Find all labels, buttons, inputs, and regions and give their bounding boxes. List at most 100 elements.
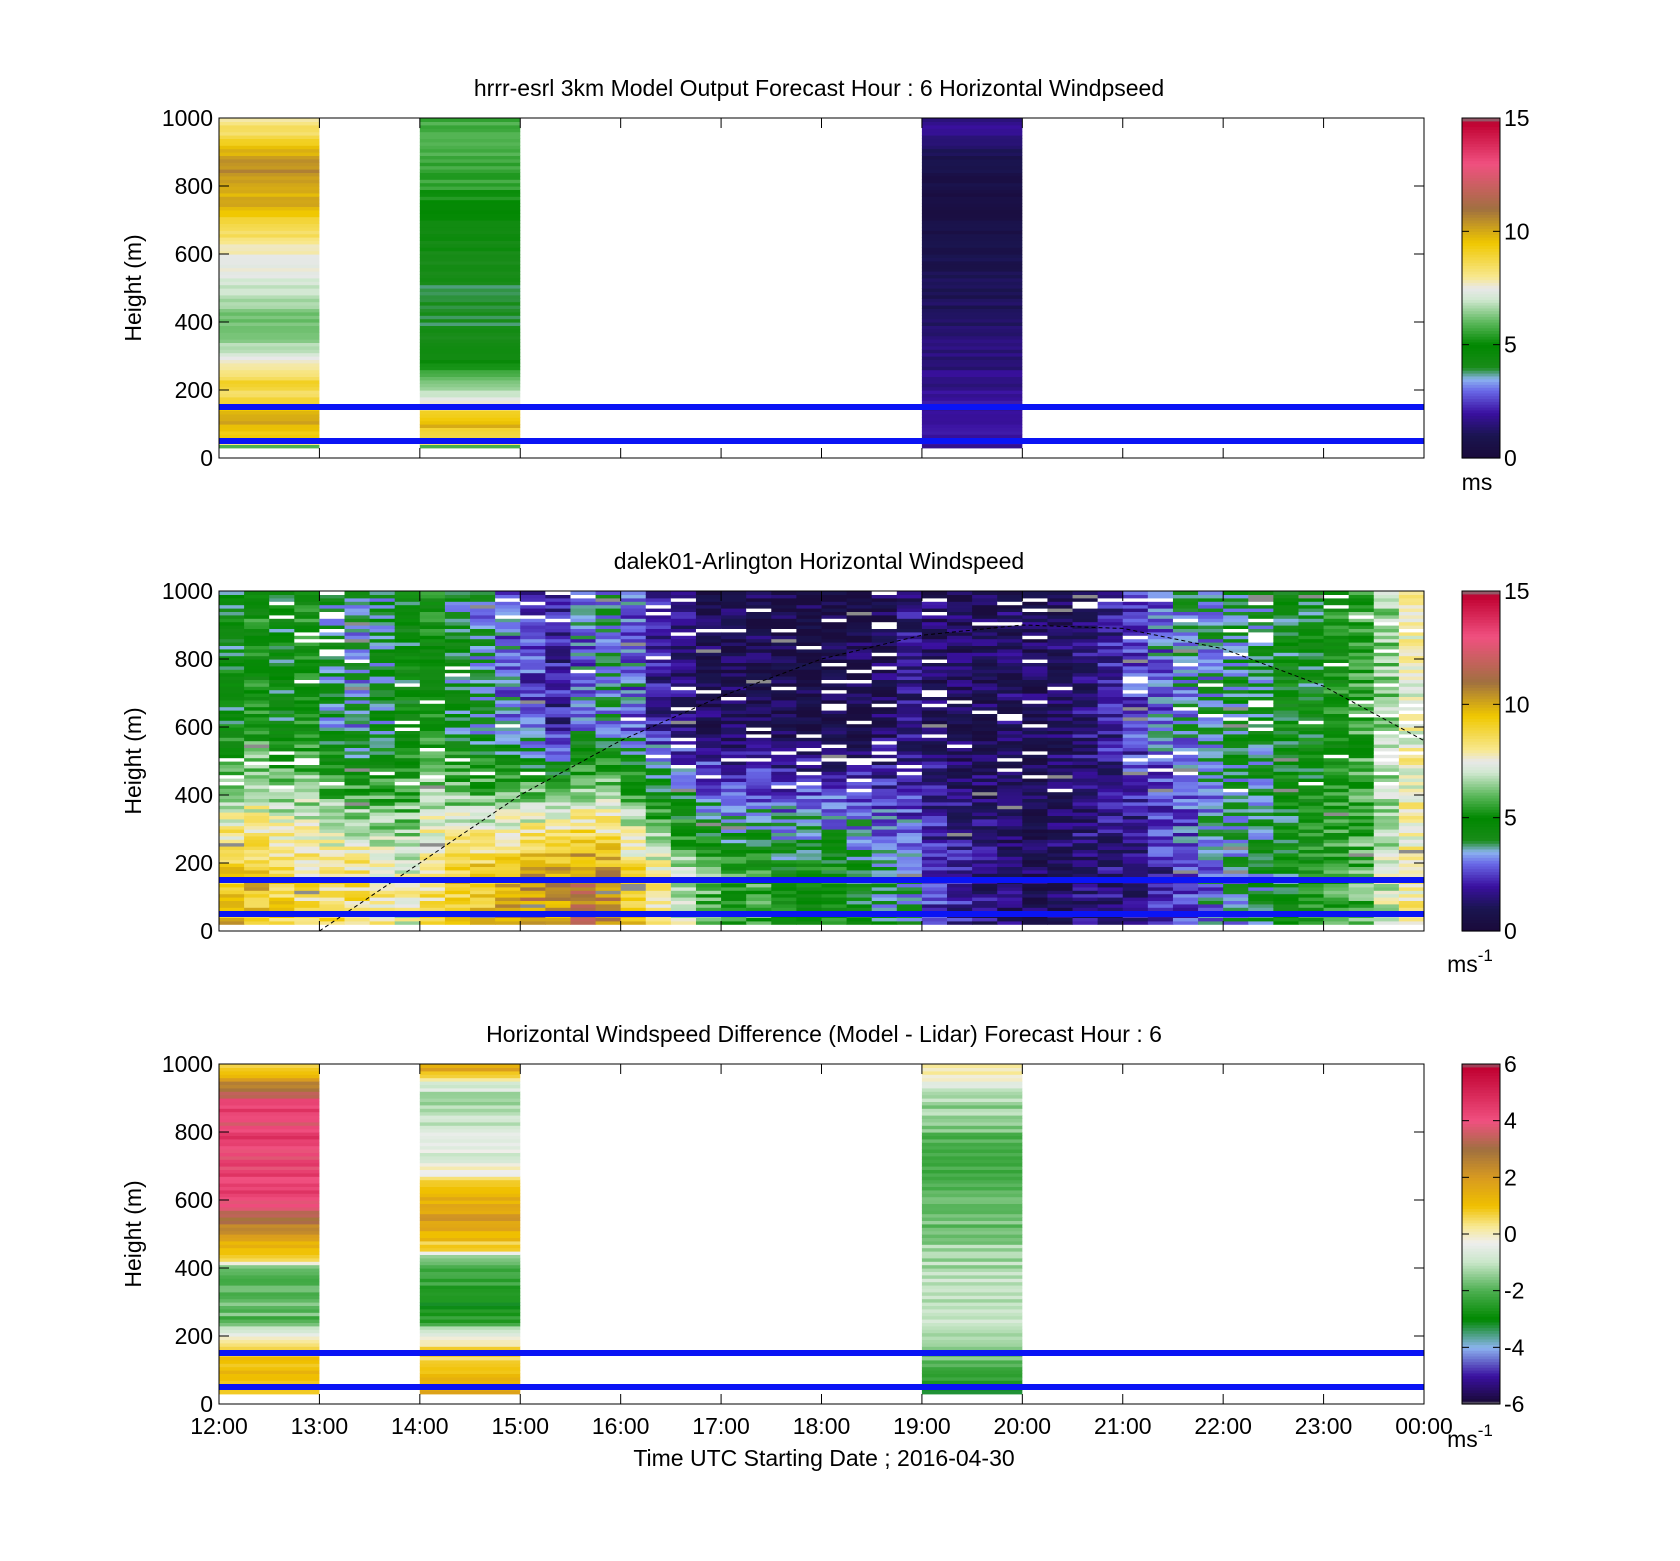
heatmap-cell (545, 744, 571, 748)
heatmap-cell (520, 757, 546, 762)
heatmap-cell (244, 825, 270, 830)
heatmap-cell (344, 832, 371, 837)
heatmap-cell (1298, 761, 1325, 765)
heatmap-cell (997, 659, 1023, 663)
heatmap-cell (1348, 812, 1375, 816)
heatmap-cell (695, 818, 722, 823)
heatmap-cell (1273, 594, 1299, 599)
heatmap-cell (821, 801, 848, 806)
heatmap-cell (294, 883, 320, 888)
heatmap-cell (470, 750, 496, 755)
heatmap-cell (972, 611, 998, 616)
heatmap-cell (1072, 907, 1099, 912)
heatmap-cell (520, 764, 546, 769)
heatmap-cell (896, 706, 923, 711)
heatmap-cell (244, 744, 270, 748)
heatmap-cell (1348, 859, 1375, 864)
heatmap-cell (219, 315, 320, 320)
heatmap-cell (1273, 662, 1299, 667)
heatmap-cell (921, 209, 1023, 214)
heatmap-cell (570, 781, 597, 786)
heatmap-cell (369, 594, 396, 599)
heatmap-cell (721, 611, 747, 616)
heatmap-cell (495, 611, 521, 616)
heatmap-cell (545, 873, 571, 878)
heatmap-cell (1172, 723, 1199, 728)
heatmap-cell (921, 294, 1023, 299)
heatmap-cell (721, 761, 747, 765)
heatmap-cell (1047, 866, 1074, 871)
heatmap-cell (695, 832, 722, 837)
heatmap-cell (997, 883, 1023, 888)
heatmap-cell (470, 733, 496, 738)
heatmap-cell (796, 835, 822, 840)
heatmap-cell (394, 682, 421, 687)
heatmap-cell (570, 659, 597, 663)
heatmap-cell (1298, 604, 1325, 609)
heatmap-cell (871, 774, 898, 779)
heatmap-cell (1348, 740, 1375, 745)
heatmap-cell (1047, 893, 1074, 898)
heatmap-cell (1248, 801, 1274, 806)
heatmap-cell (796, 805, 822, 810)
heatmap-cell (645, 716, 672, 721)
heatmap-cell (846, 727, 873, 731)
heatmap-cell (444, 703, 471, 708)
heatmap-cell (1072, 750, 1099, 755)
heatmap-cell (896, 591, 923, 595)
heatmap-cell (896, 859, 923, 864)
heatmap-cell (670, 839, 697, 844)
heatmap-cell (1248, 781, 1274, 786)
heatmap-cell (219, 165, 320, 170)
heatmap-cell (695, 713, 722, 718)
heatmap-cell (570, 744, 597, 748)
heatmap-cell (1047, 784, 1074, 789)
heatmap-cell (921, 277, 1023, 282)
heatmap-cell (294, 774, 320, 779)
heatmap-cell (419, 196, 521, 201)
heatmap-cell (319, 591, 346, 595)
heatmap-cell (1298, 682, 1325, 687)
heatmap-cell (771, 655, 797, 660)
heatmap-cell (1273, 652, 1299, 657)
heatmap-cell (394, 730, 421, 735)
heatmap-cell (520, 699, 546, 704)
heatmap-cell (620, 771, 647, 776)
heatmap-cell (921, 720, 948, 725)
heatmap-cell (1273, 829, 1299, 833)
heatmap-cell (419, 835, 446, 840)
heatmap-cell (294, 781, 320, 786)
heatmap-cell (219, 260, 320, 265)
heatmap-cell (821, 852, 848, 857)
heatmap-cell (595, 869, 622, 874)
heatmap-cell (670, 832, 697, 837)
heatmap-cell (269, 771, 295, 776)
heatmap-cell (1298, 883, 1325, 888)
heatmap-cell (294, 676, 320, 680)
heatmap-cell (896, 761, 923, 765)
heatmap-cell (1298, 812, 1325, 816)
heatmap-cell (1348, 730, 1375, 735)
heatmap-cell (1172, 750, 1199, 755)
heatmap-cell (1097, 839, 1124, 844)
heatmap-cell (495, 791, 521, 796)
heatmap-cell (846, 710, 873, 714)
heatmap-cell (269, 693, 295, 697)
heatmap-cell (796, 604, 822, 609)
heatmap-cell (1022, 720, 1048, 725)
heatmap-cell (419, 866, 446, 871)
heatmap-cell (670, 645, 697, 650)
heatmap-cell (972, 897, 998, 901)
heatmap-cell (1147, 781, 1174, 786)
heatmap-cell (369, 737, 396, 742)
heatmap-cell (1248, 648, 1274, 653)
heatmap-cell (545, 635, 571, 640)
heatmap-cell (1198, 764, 1224, 769)
heatmap-cell (1122, 903, 1149, 908)
heatmap-cell (645, 706, 672, 711)
heatmap-cell (620, 761, 647, 765)
heatmap-cell (1047, 812, 1074, 816)
heatmap-cell (997, 672, 1023, 677)
heatmap-cell (620, 839, 647, 844)
heatmap-cell (419, 699, 446, 704)
